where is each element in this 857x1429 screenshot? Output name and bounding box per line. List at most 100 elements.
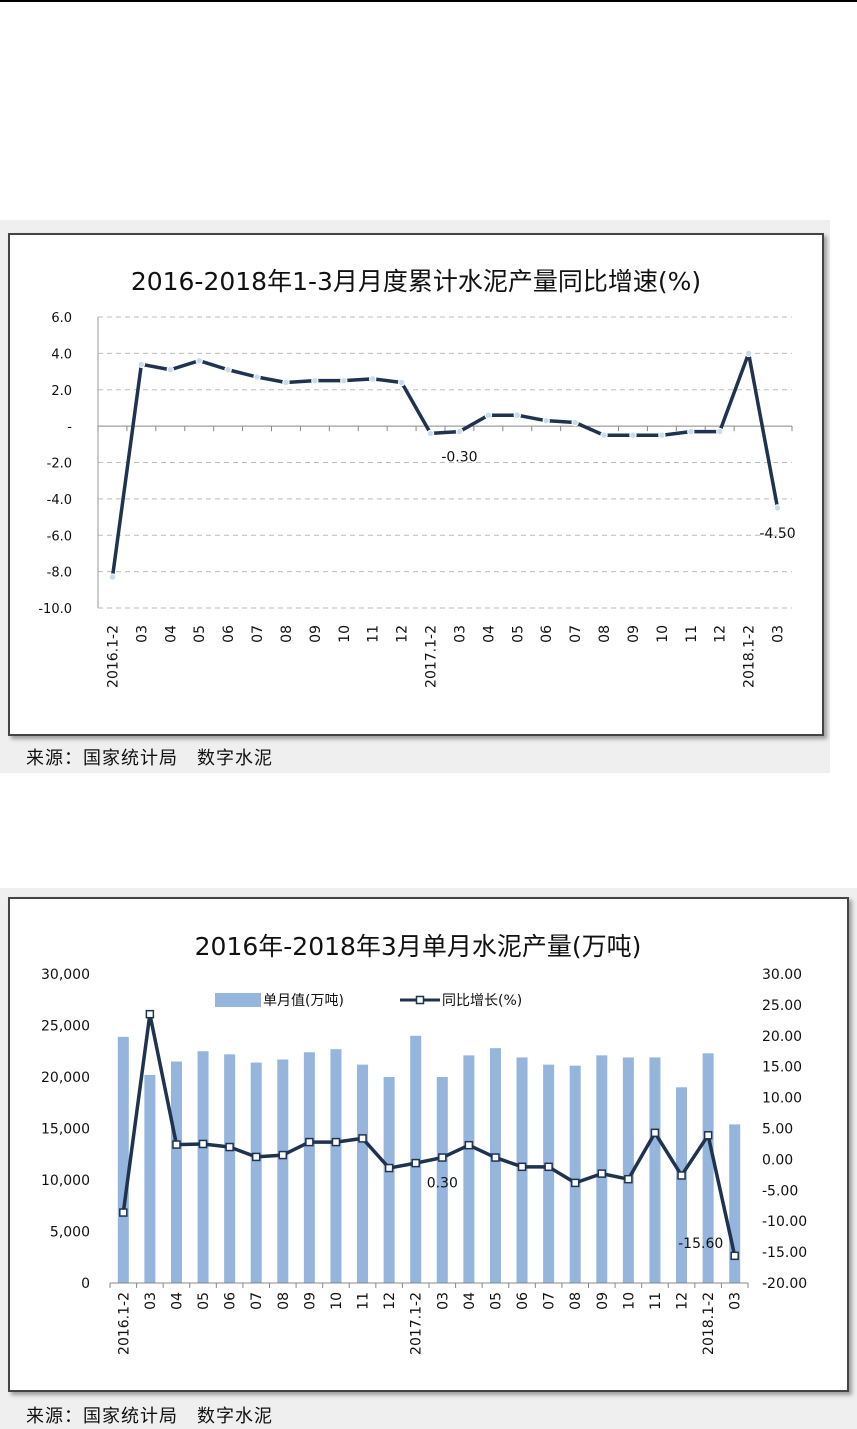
chart2-right-tick-label: 5.00	[762, 1122, 793, 1138]
chart2-x-label: 04	[462, 1292, 478, 1310]
chart2-bar	[569, 1065, 581, 1283]
chart2-point	[411, 1158, 420, 1168]
chart1-point	[426, 429, 435, 438]
chart2-bar	[117, 1036, 129, 1283]
chart1-x-label: 08	[279, 625, 295, 643]
chart1-x-label: 08	[597, 625, 613, 643]
chart2-right-tick-label: 0.00	[762, 1152, 793, 1168]
chart2-left-tick-label: 25,000	[41, 1019, 90, 1035]
chart1-ytick-label: -6.0	[47, 529, 72, 544]
chart1-point	[484, 411, 493, 419]
chart2-legend-line-marker	[415, 995, 425, 1005]
chart1-x-label: 10	[337, 625, 353, 643]
chart2-point	[650, 1128, 660, 1138]
chart2-frame: 2016年-2018年3月单月水泥产量(万吨) 30,000 25,000 20,00…	[8, 897, 849, 1392]
chart1-ytick-label: -8.0	[47, 566, 72, 581]
chart2-legend-line-label: 同比增长(%)	[442, 993, 522, 1009]
chart1-x-label: 11	[684, 625, 700, 643]
chart1-ytick-label: 4.0	[51, 347, 72, 362]
chart2-right-tick-label: 30.00	[762, 967, 802, 983]
chart2-svg: 2016年-2018年3月单月水泥产量(万吨) 30,000 25,000 20,00…	[41, 932, 807, 1355]
chart2-point	[251, 1152, 261, 1162]
chart2-x-label: 06	[223, 1292, 239, 1310]
chart1-point	[600, 431, 608, 439]
chart2-x-label: 10	[621, 1292, 637, 1310]
chart2-point	[491, 1153, 500, 1162]
chart1-source: 来源：国家统计局 数字水泥	[26, 748, 273, 769]
chart1-x-label: 2017.1-2	[424, 625, 440, 688]
chart1-point	[716, 427, 724, 436]
chart1-x-label: 07	[250, 625, 266, 643]
chart2-right-tick-label: -20.00	[762, 1276, 807, 1292]
chart2-point	[570, 1178, 580, 1188]
chart2-x-label: 09	[302, 1292, 318, 1310]
chart1-ytick-label: -	[67, 420, 72, 435]
chart1-point	[282, 378, 290, 387]
chart2-bar	[436, 1077, 448, 1283]
chart1-point	[108, 573, 117, 581]
chart2-right-tick-label: 20.00	[762, 1029, 802, 1045]
chart2-left-tick-label: 20,000	[41, 1070, 90, 1086]
chart1-point	[542, 416, 550, 425]
chart1-point	[311, 376, 319, 385]
chart2-bar	[383, 1077, 395, 1283]
chart2-x-label: 07	[249, 1292, 265, 1310]
chart2-bar	[197, 1051, 209, 1283]
chart2-bar	[543, 1064, 555, 1283]
chart2-x-label: 11	[356, 1292, 372, 1310]
chart1-ytick-label: -4.0	[47, 493, 72, 508]
chart1-ytick-label: 6.0	[51, 311, 72, 326]
chart1-x-label: 05	[192, 625, 208, 643]
chart2-x-label: 05	[196, 1292, 212, 1310]
chart2-bar	[596, 1055, 608, 1283]
chart2-bar	[170, 1061, 182, 1283]
chart2-x-label: 11	[648, 1292, 664, 1310]
chart2-title: 2016年-2018年3月单月水泥产量(万吨)	[195, 932, 642, 961]
chart1-point	[166, 366, 174, 374]
chart2-bar	[303, 1052, 315, 1283]
chart2-x-label: 2017.1-2	[409, 1292, 425, 1355]
chart2-right-tick-label: 15.00	[762, 1060, 802, 1076]
chart1-x-label: 12	[395, 625, 411, 643]
chart2-point	[198, 1139, 208, 1149]
chart2-right-tick-label: 10.00	[762, 1091, 802, 1107]
chart2-bar	[463, 1055, 475, 1283]
chart2-x-label: 03	[435, 1292, 451, 1310]
chart2-point	[677, 1171, 686, 1180]
chart2-point	[464, 1140, 474, 1150]
chart2-point	[305, 1137, 314, 1147]
chart2-point	[119, 1208, 128, 1217]
chart1-x-label: 03	[452, 625, 468, 643]
chart1-point	[687, 427, 695, 436]
chart2-point	[703, 1131, 713, 1140]
chart1-data-label: -4.50	[759, 526, 795, 542]
chart2-left-tick-label: 15,000	[41, 1122, 90, 1138]
chart2-point	[331, 1137, 341, 1147]
chart2-left-tick-label: 0	[81, 1276, 90, 1292]
chart1-data-label: -0.30	[441, 450, 477, 466]
chart1-title: 2016-2018年1-3月月度累计水泥产量同比增速(%)	[131, 267, 701, 296]
chart1-svg: 2016-2018年1-3月月度累计水泥产量同比增速(%) 6.0 4.0 2.0 - -…	[38, 267, 795, 688]
chart2-point	[624, 1174, 633, 1184]
chart2-data-label: 0.30	[427, 1176, 458, 1192]
chart2-source: 来源：国家统计局 数字水泥	[26, 1406, 273, 1427]
chart2-series-line	[121, 1012, 737, 1257]
chart1-point	[369, 375, 377, 383]
chart2-x-label: 03	[143, 1292, 159, 1310]
chart2-point	[730, 1251, 739, 1261]
chart2-x-label: 07	[542, 1292, 558, 1310]
chart1-x-label: 06	[539, 625, 555, 643]
chart2-bar	[622, 1057, 634, 1283]
chart2-point	[172, 1140, 181, 1149]
chart1-ytick-label: 2.0	[51, 384, 72, 399]
chart1-point	[571, 418, 579, 427]
chart1-point	[513, 411, 521, 419]
chart2-x-label: 09	[595, 1292, 611, 1310]
chart1-point	[253, 373, 261, 381]
chart2-point	[438, 1153, 447, 1162]
chart1-point	[195, 356, 203, 365]
chart2-data-label: -15.60	[678, 1236, 723, 1252]
chart1-x-label: 2018.1-2	[742, 625, 758, 688]
chart1-frame: 2016-2018年1-3月月度累计水泥产量同比增速(%) 6.0 4.0 2.0 - -…	[8, 233, 824, 736]
chart1-x-label: 10	[655, 625, 671, 643]
